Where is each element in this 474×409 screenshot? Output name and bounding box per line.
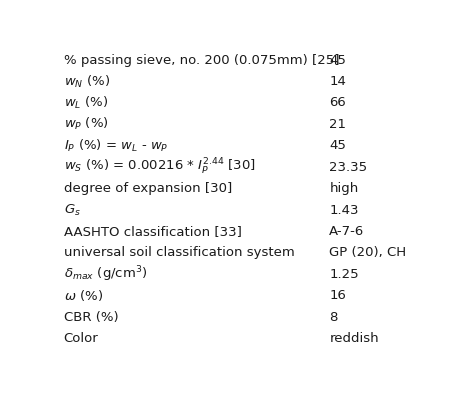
Text: $I_P$ (%) = $w_L$ - $w_P$: $I_P$ (%) = $w_L$ - $w_P$: [64, 138, 168, 154]
Text: 21: 21: [329, 118, 346, 131]
Text: degree of expansion [30]: degree of expansion [30]: [64, 182, 232, 195]
Text: 16: 16: [329, 289, 346, 302]
Text: universal soil classification system: universal soil classification system: [64, 246, 294, 259]
Text: Color: Color: [64, 332, 99, 345]
Text: 14: 14: [329, 75, 346, 88]
Text: $w_N$ (%): $w_N$ (%): [64, 74, 110, 90]
Text: $\omega$ (%): $\omega$ (%): [64, 288, 103, 303]
Text: A-7-6: A-7-6: [329, 225, 365, 238]
Text: 45: 45: [329, 139, 346, 152]
Text: $w_S$ (%) = 0.00216 * $I_P^{2.44}$ [30]: $w_S$ (%) = 0.00216 * $I_P^{2.44}$ [30]: [64, 157, 255, 177]
Text: 66: 66: [329, 97, 346, 110]
Text: GP (20), CH: GP (20), CH: [329, 246, 406, 259]
Text: 45: 45: [329, 54, 346, 67]
Text: % passing sieve, no. 200 (0.075mm) [25]: % passing sieve, no. 200 (0.075mm) [25]: [64, 54, 339, 67]
Text: AASHTO classification [33]: AASHTO classification [33]: [64, 225, 242, 238]
Text: high: high: [329, 182, 358, 195]
Text: 1.25: 1.25: [329, 268, 359, 281]
Text: 8: 8: [329, 310, 337, 324]
Text: $w_L$ (%): $w_L$ (%): [64, 95, 108, 111]
Text: CBR (%): CBR (%): [64, 310, 118, 324]
Text: 1.43: 1.43: [329, 204, 359, 216]
Text: $w_P$ (%): $w_P$ (%): [64, 116, 109, 133]
Text: $G_s$: $G_s$: [64, 202, 81, 218]
Text: $\delta_{max}$ (g/cm$^3$): $\delta_{max}$ (g/cm$^3$): [64, 265, 147, 284]
Text: reddish: reddish: [329, 332, 379, 345]
Text: 23.35: 23.35: [329, 161, 367, 174]
